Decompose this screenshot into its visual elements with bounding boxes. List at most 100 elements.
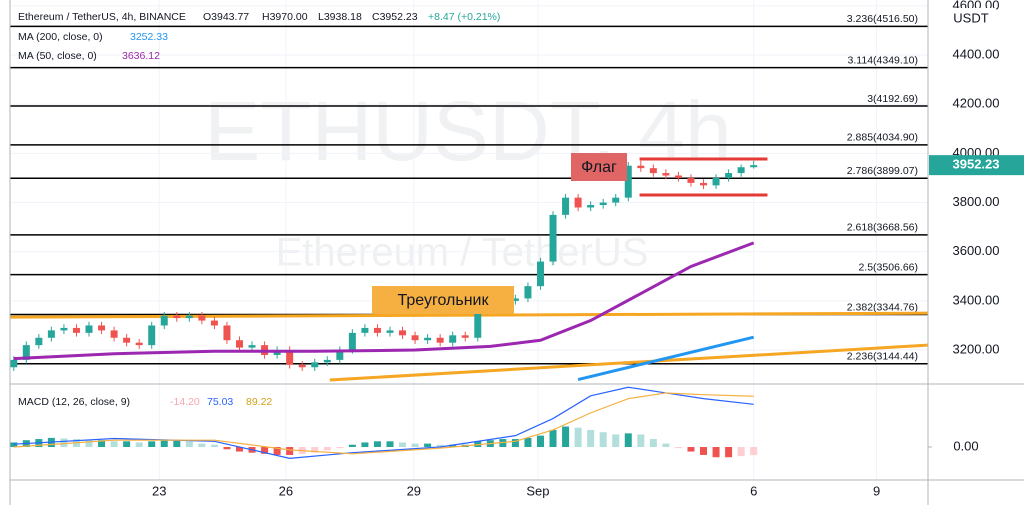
candle-body bbox=[72, 327, 80, 333]
ohlc: C3952.23 bbox=[372, 11, 418, 23]
legend: Ethereum / TetherUS, 4h, BINANCE O3943.7… bbox=[18, 11, 500, 408]
candle-body bbox=[148, 325, 156, 346]
candle-body bbox=[449, 335, 457, 343]
trendline bbox=[329, 343, 928, 382]
macd-bar bbox=[60, 438, 68, 448]
last-price: 3952.23 bbox=[953, 157, 1000, 172]
fib-label: 3.236(4516.50) bbox=[847, 13, 918, 25]
x-tick-label: 26 bbox=[279, 483, 293, 498]
candle-body bbox=[110, 330, 118, 338]
macd-bar bbox=[361, 442, 369, 448]
x-tick-label: 23 bbox=[152, 483, 166, 498]
watermark: ETHUSDT, 4h bbox=[204, 84, 731, 178]
macd-bar bbox=[737, 447, 745, 457]
annotation-triangle: Треугольник bbox=[372, 286, 514, 314]
candle-body bbox=[624, 165, 632, 198]
candle-body bbox=[248, 345, 256, 348]
candle-body bbox=[123, 337, 131, 343]
macd-bar bbox=[311, 447, 319, 453]
macd-bar bbox=[424, 443, 432, 448]
ma-name: MA (50, close, 0) bbox=[18, 50, 97, 62]
axes: 3200.003400.003600.003800.004000.004200.… bbox=[9, 0, 1024, 505]
candle-body bbox=[348, 332, 356, 351]
candle-body bbox=[373, 327, 381, 333]
candle-body bbox=[185, 315, 193, 319]
ma-name: MA (200, close, 0) bbox=[18, 31, 103, 43]
candle-body bbox=[85, 325, 93, 333]
macd-bar bbox=[624, 433, 632, 448]
candle-body bbox=[524, 286, 532, 299]
candle-body bbox=[574, 197, 582, 208]
candle-body bbox=[712, 177, 720, 186]
candle-body bbox=[424, 337, 432, 341]
macd-bar bbox=[411, 443, 419, 448]
macd-bar bbox=[185, 441, 193, 448]
candle-body bbox=[35, 337, 43, 346]
candle-body bbox=[700, 182, 708, 186]
macd-bar bbox=[511, 439, 519, 448]
candle-body bbox=[173, 315, 181, 319]
fib-label: 2.885(4034.90) bbox=[847, 132, 918, 144]
y-tick-label: 3600.00 bbox=[953, 243, 1000, 258]
candle-body bbox=[587, 205, 595, 208]
macd-bar bbox=[236, 447, 243, 452]
candle-body bbox=[612, 197, 620, 203]
macd-bar bbox=[135, 442, 143, 448]
macd-bar bbox=[273, 447, 281, 455]
macd-bar bbox=[348, 444, 356, 448]
macd-bar bbox=[98, 440, 106, 448]
macd-bar bbox=[436, 444, 444, 448]
macd-value: 75.03 bbox=[207, 396, 233, 408]
candle-body bbox=[135, 342, 143, 346]
symbol-title: Ethereum / TetherUS, 4h, BINANCE bbox=[18, 11, 186, 23]
macd-bar bbox=[674, 447, 682, 449]
macd-bar bbox=[700, 447, 708, 455]
fib-label: 2.618(3668.56) bbox=[847, 222, 918, 234]
macd-bar bbox=[399, 442, 407, 448]
candle-body bbox=[160, 315, 168, 326]
watermark-sub: Ethereum / TetherUS bbox=[276, 231, 649, 275]
y-tick-label: 0.00 bbox=[953, 438, 978, 453]
macd-bar bbox=[712, 447, 720, 458]
candle-body bbox=[198, 315, 206, 321]
candle-body bbox=[336, 350, 344, 360]
macd-bar bbox=[261, 447, 269, 454]
fib-label: 3.114(4349.10) bbox=[848, 54, 918, 66]
grid bbox=[10, 0, 932, 480]
macd-bar bbox=[524, 437, 532, 448]
signal-line bbox=[13, 392, 754, 455]
macd-bar bbox=[599, 432, 607, 448]
candle-body bbox=[725, 173, 733, 178]
macd-value: 89.22 bbox=[246, 396, 272, 408]
macd-bar bbox=[10, 442, 18, 448]
macd-bar bbox=[373, 441, 381, 448]
fib-label: 2.236(3144.44) bbox=[847, 350, 918, 362]
fib-label: 2.786(3899.07) bbox=[847, 165, 918, 177]
ma-line bbox=[13, 241, 755, 361]
candle-body bbox=[536, 261, 544, 287]
candle-body bbox=[461, 335, 469, 338]
macd-bar bbox=[223, 447, 231, 450]
ohlc: H3970.00 bbox=[262, 11, 308, 23]
macd-bar bbox=[336, 447, 344, 449]
y-tick-label: 3200.00 bbox=[953, 341, 1000, 356]
macd-bar bbox=[148, 441, 156, 448]
macd-bar bbox=[750, 447, 758, 456]
candle-body bbox=[750, 165, 758, 168]
macd-bar bbox=[110, 441, 118, 448]
candle-body bbox=[549, 214, 557, 262]
candle-body bbox=[98, 325, 106, 331]
last-price-box bbox=[929, 155, 1024, 176]
macd-bar bbox=[198, 443, 206, 448]
y-tick-label: 4400.00 bbox=[953, 47, 1000, 62]
macd-bar bbox=[612, 434, 620, 448]
macd-bar bbox=[649, 439, 657, 448]
candle-body bbox=[637, 165, 645, 169]
candle-body bbox=[511, 298, 519, 301]
macd-bar bbox=[587, 429, 595, 448]
candle-body bbox=[674, 175, 682, 178]
candle-body bbox=[599, 202, 607, 206]
y-tick-label: 4200.00 bbox=[953, 96, 1000, 111]
macd-bar bbox=[637, 434, 645, 448]
